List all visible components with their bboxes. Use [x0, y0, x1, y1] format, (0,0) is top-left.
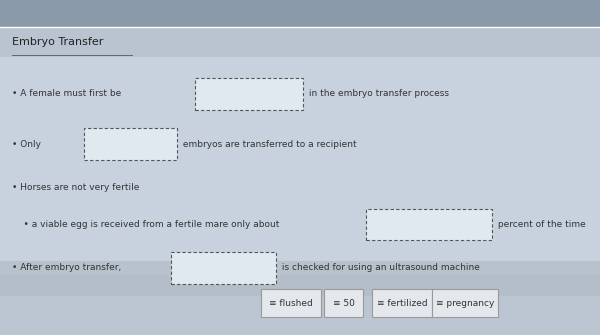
FancyBboxPatch shape [195, 78, 303, 110]
FancyBboxPatch shape [324, 289, 363, 318]
Text: ≡ fertilized: ≡ fertilized [377, 299, 427, 308]
Text: ≡ flushed: ≡ flushed [269, 299, 313, 308]
Bar [0, 0, 600, 27]
Bar [0, 275, 600, 296]
Bar [0, 57, 600, 275]
Text: • Horses are not very fertile: • Horses are not very fertile [12, 183, 139, 192]
Bar [0, 261, 600, 275]
Text: • A female must first be: • A female must first be [12, 89, 124, 98]
FancyBboxPatch shape [261, 289, 321, 318]
FancyBboxPatch shape [366, 208, 492, 241]
Text: is checked for using an ultrasound machine: is checked for using an ultrasound machi… [279, 264, 480, 272]
Text: • After embryo transfer,: • After embryo transfer, [12, 264, 124, 272]
Text: ≡ 50: ≡ 50 [332, 299, 355, 308]
Text: • Only: • Only [12, 140, 44, 148]
Text: percent of the time: percent of the time [495, 220, 586, 229]
Bar [0, 296, 600, 335]
FancyBboxPatch shape [432, 289, 498, 318]
Bar [0, 27, 600, 57]
Text: in the embryo transfer process: in the embryo transfer process [306, 89, 449, 98]
Text: • a viable egg is received from a fertile mare only about: • a viable egg is received from a fertil… [12, 220, 282, 229]
Text: Embryo Transfer: Embryo Transfer [12, 37, 103, 47]
Text: embryos are transferred to a recipient: embryos are transferred to a recipient [180, 140, 356, 148]
FancyBboxPatch shape [84, 128, 177, 160]
FancyBboxPatch shape [372, 289, 432, 318]
Text: ≡ pregnancy: ≡ pregnancy [436, 299, 494, 308]
FancyBboxPatch shape [171, 252, 276, 284]
